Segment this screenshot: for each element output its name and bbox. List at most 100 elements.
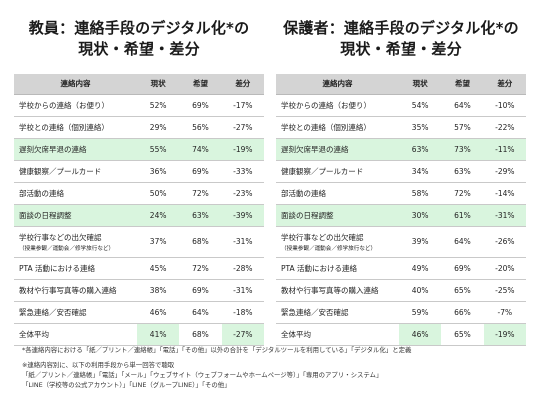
item-label: 遅刻欠席早退の連絡	[19, 144, 87, 154]
cell-current: 37%	[136, 226, 180, 258]
item-label: PTA 活動における連絡	[19, 263, 96, 273]
cell-hope: 66%	[441, 301, 484, 324]
cell-diff: -10%	[483, 94, 526, 117]
cell-current: 54%	[398, 94, 442, 117]
item-label: 学校からの連絡（お便り）	[19, 100, 109, 110]
table-row: 健康観察／プールカード 34% 63% -29%	[276, 160, 526, 183]
cell-current: 52%	[136, 94, 180, 117]
cell-hope: 65%	[441, 279, 484, 302]
cell-hope: 72%	[179, 257, 222, 280]
cell-hope: 57%	[441, 116, 484, 139]
teacher-panel: 教員：連絡手段のデジタル化*の 現状・希望・差分 連絡内容 現状 希望 差分 学…	[14, 0, 264, 346]
cell-item: 学校との連絡（個別連絡）	[276, 116, 399, 139]
cell-current: 29%	[136, 116, 180, 139]
item-label: PTA 活動における連絡	[281, 263, 358, 273]
cell-item: 遅刻欠席早退の連絡	[14, 138, 137, 161]
cell-hope: 56%	[179, 116, 222, 139]
cell-current: 34%	[398, 160, 442, 183]
cell-hope: 72%	[441, 182, 484, 205]
item-label: 部活動の連絡	[281, 188, 326, 198]
cell-hope: 69%	[441, 257, 484, 280]
cell-current: 36%	[136, 160, 180, 183]
table-row: 遅刻欠席早退の連絡 63% 73% -11%	[276, 138, 526, 161]
table-row: PTA 活動における連絡 49% 69% -20%	[276, 257, 526, 280]
cell-item: 部活動の連絡	[276, 182, 399, 205]
cell-diff: -11%	[483, 138, 526, 161]
item-label: 全体平均	[19, 329, 49, 339]
cell-item: 緊急連絡／安否確認	[14, 301, 137, 324]
item-label: 学校との連絡（個別連絡）	[281, 122, 371, 132]
cell-item: 学校行事などの出欠確認 （授業参観／運動会／修学旅行など）	[276, 226, 399, 258]
guardian-header-row: 連絡内容 現状 希望 差分	[276, 74, 526, 95]
cell-hope: 65%	[441, 323, 484, 346]
column-header-diff: 差分	[221, 74, 264, 95]
cell-diff: -19%	[221, 138, 264, 161]
cell-current: 46%	[136, 301, 180, 324]
cell-diff: -17%	[221, 94, 264, 117]
table-row: 部活動の連絡 58% 72% -14%	[276, 182, 526, 205]
cell-item: 学校行事などの出欠確認 （授業参観／運動会／修学旅行など）	[14, 226, 137, 258]
cell-diff: -29%	[483, 160, 526, 183]
item-label: 部活動の連絡	[19, 188, 64, 198]
column-header-current: 現状	[136, 74, 180, 95]
item-sublabel: （授業参観／運動会／修学旅行など）	[19, 245, 115, 252]
cell-diff: -23%	[221, 182, 264, 205]
cell-item: 全体平均	[276, 323, 399, 346]
cell-diff: -7%	[483, 301, 526, 324]
cell-item: 遅刻欠席早退の連絡	[276, 138, 399, 161]
cell-item: 健康観察／プールカード	[276, 160, 399, 183]
guardian-table-body: 学校からの連絡（お便り） 54% 64% -10% 学校との連絡（個別連絡） 35% 57%…	[276, 94, 526, 346]
cell-diff: -14%	[483, 182, 526, 205]
cell-diff: -27%	[221, 116, 264, 139]
guardian-panel: 保護者：連絡手段のデジタル化*の 現状・希望・差分 連絡内容 現状 希望 差分 …	[276, 0, 526, 346]
cell-hope: 73%	[441, 138, 484, 161]
teacher-title-line1: 教員：連絡手段のデジタル化*の	[28, 19, 250, 37]
cell-current: 59%	[398, 301, 442, 324]
cell-hope: 63%	[441, 160, 484, 183]
cell-hope: 64%	[441, 94, 484, 117]
footnotes: *各連絡内容における「紙／プリント／連絡帳」「電話」「その他」以外の合計を「デジ…	[22, 345, 522, 390]
column-header-item: 連絡内容	[14, 74, 137, 95]
guardian-title: 保護者：連絡手段のデジタル化*の 現状・希望・差分	[276, 0, 526, 74]
table-row: 学校との連絡（個別連絡） 29% 56% -27%	[14, 116, 264, 139]
table-row: 部活動の連絡 50% 72% -23%	[14, 182, 264, 205]
table-row: 健康観察／プールカード 36% 69% -33%	[14, 160, 264, 183]
item-label: 学校からの連絡（お便り）	[281, 100, 371, 110]
item-sublabel: （授業参観／運動会／修学旅行など）	[281, 245, 377, 252]
teacher-table: 連絡内容 現状 希望 差分 学校からの連絡（お便り） 52% 69% -17% 学校との…	[14, 74, 264, 346]
cell-item: 健康観察／プールカード	[14, 160, 137, 183]
item-label: 健康観察／プールカード	[281, 166, 364, 176]
table-row: PTA 活動における連絡 45% 72% -28%	[14, 257, 264, 280]
cell-hope: 69%	[179, 279, 222, 302]
summary-row: 全体平均 41% 68% -27%	[14, 323, 264, 346]
table-row: 学校行事などの出欠確認 （授業参観／運動会／修学旅行など） 37% 68% -31%	[14, 226, 264, 258]
cell-item: PTA 活動における連絡	[276, 257, 399, 280]
item-label: 面談の日程調整	[19, 210, 72, 220]
table-row: 緊急連絡／安否確認 46% 64% -18%	[14, 301, 264, 324]
cell-current: 46%	[398, 323, 442, 346]
cell-item: 面談の日程調整	[14, 204, 137, 227]
table-row: 面談の日程調整 30% 61% -31%	[276, 204, 526, 227]
table-row: 教材や行事写真等の購入連絡 38% 69% -31%	[14, 279, 264, 302]
item-label: 面談の日程調整	[281, 210, 334, 220]
item-label: 教材や行事写真等の購入連絡	[19, 285, 117, 295]
cell-diff: -27%	[221, 323, 264, 346]
cell-diff: -20%	[483, 257, 526, 280]
cell-diff: -31%	[221, 226, 264, 258]
cell-diff: -31%	[483, 204, 526, 227]
cell-item: 学校との連絡（個別連絡）	[14, 116, 137, 139]
cell-diff: -19%	[483, 323, 526, 346]
guardian-title-line1: 保護者：連絡手段のデジタル化*の	[283, 19, 519, 37]
column-header-current: 現状	[398, 74, 442, 95]
cell-current: 49%	[398, 257, 442, 280]
guardian-table: 連絡内容 現状 希望 差分 学校からの連絡（お便り） 54% 64% -10% 学校との…	[276, 74, 526, 346]
item-label: 遅刻欠席早退の連絡	[281, 144, 349, 154]
item-label: 学校との連絡（個別連絡）	[19, 122, 109, 132]
item-label: 教材や行事写真等の購入連絡	[281, 285, 379, 295]
cell-hope: 68%	[179, 323, 222, 346]
footnote-options-1: 「紙／プリント／連絡帳」「電話」「メール」「ウェブサイト（ウェブフォームやホーム…	[22, 371, 383, 379]
teacher-table-body: 学校からの連絡（お便り） 52% 69% -17% 学校との連絡（個別連絡） 29% 56%…	[14, 94, 264, 346]
item-label: 緊急連絡／安否確認	[19, 307, 87, 317]
cell-diff: -31%	[221, 279, 264, 302]
cell-current: 40%	[398, 279, 442, 302]
